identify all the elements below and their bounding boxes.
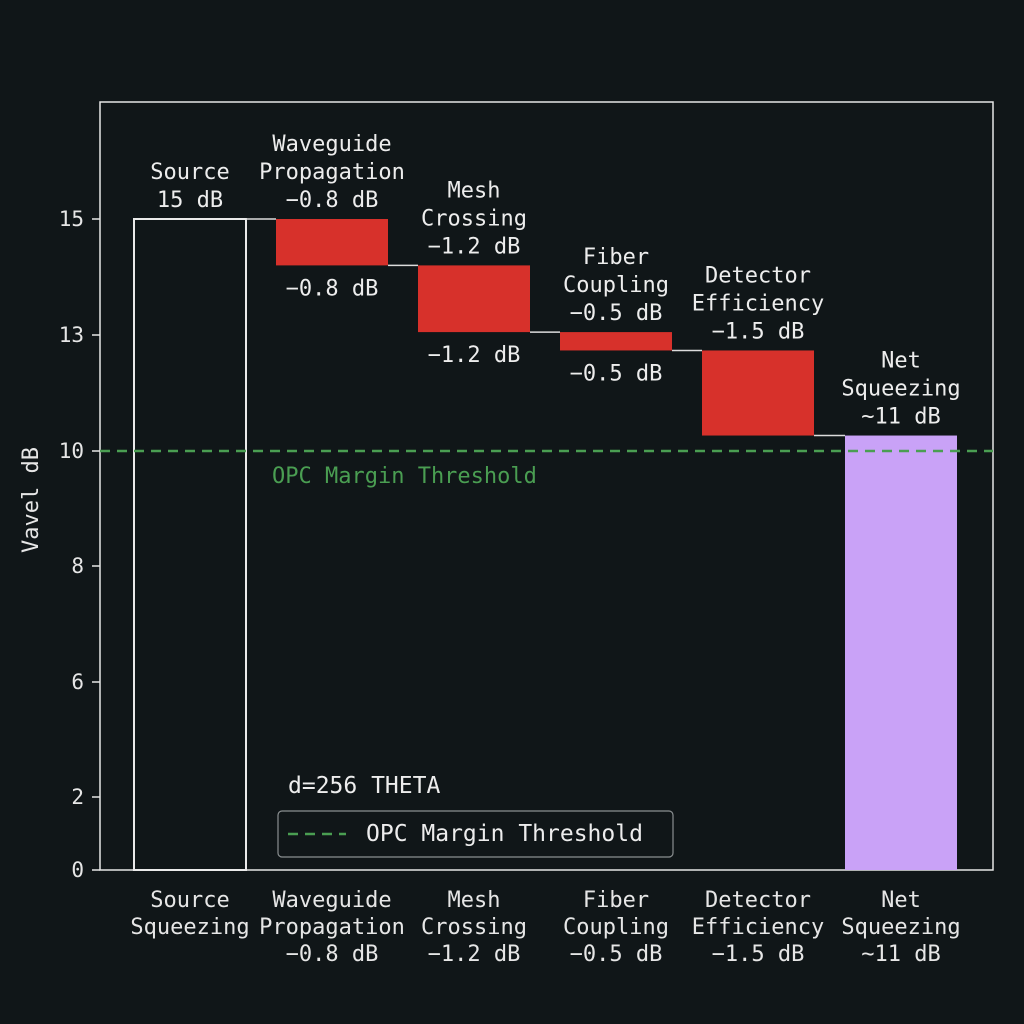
- x-category-label: Efficiency: [692, 915, 824, 940]
- bar-top-label: Coupling: [563, 273, 669, 298]
- x-category-label: Source: [150, 888, 229, 913]
- legend-entry-threshold: OPC Margin Threshold: [366, 821, 643, 847]
- bar-loss: [418, 265, 530, 333]
- bar-top-label: Net: [881, 349, 921, 374]
- y-tick-label: 10: [59, 439, 84, 463]
- bar-top-label: −1.5 dB: [712, 319, 805, 344]
- bar-top-label: Source: [150, 160, 229, 185]
- legend-box: [277, 810, 674, 858]
- bars: [133, 218, 957, 871]
- threshold: OPC Margin Threshold: [100, 449, 993, 489]
- x-category-label: Mesh: [448, 888, 501, 913]
- x-category-label: −0.8 dB: [286, 942, 379, 967]
- x-category-label: Detector: [705, 888, 811, 913]
- x-category-label: Coupling: [563, 915, 669, 940]
- bar-net-squeezing: [845, 435, 957, 870]
- chart-annotation: d=256 THETA: [288, 773, 440, 799]
- bar-top-label: −1.2 dB: [428, 234, 521, 259]
- x-category-label: Crossing: [421, 915, 527, 940]
- y-axis: 0 2 6 8 10 13 15: [59, 207, 100, 882]
- y-axis-title: Vavel dB: [19, 447, 44, 553]
- x-category-label: Fiber: [583, 888, 649, 913]
- y-tick-label: 13: [59, 323, 84, 347]
- bar-top-label: Propagation: [259, 160, 405, 185]
- y-tick-label: 8: [71, 554, 84, 578]
- x-category-label: −1.2 dB: [428, 942, 521, 967]
- x-category-label: Squeezing: [130, 915, 249, 940]
- y-tick-label: 0: [71, 858, 84, 882]
- bar-top-label: Mesh: [448, 178, 501, 203]
- x-category-label: Propagation: [259, 915, 405, 940]
- bar-loss: [560, 332, 672, 351]
- bar-top-label: Detector: [705, 263, 811, 288]
- x-category-label: −0.5 dB: [570, 942, 663, 967]
- bar-top-label: −0.8 dB: [286, 188, 379, 213]
- legend: OPC Margin Threshold: [277, 810, 674, 858]
- y-tick-label: 15: [59, 207, 84, 231]
- bar-delta-label: −0.8 dB: [286, 276, 379, 301]
- y-tick-label: 6: [71, 670, 84, 694]
- x-category-label: Squeezing: [841, 915, 960, 940]
- bar-top-label: −0.5 dB: [570, 301, 663, 326]
- y-tick-label: 2: [71, 785, 84, 809]
- bar-top-label: Fiber: [583, 245, 649, 270]
- plot-frame: [99, 101, 994, 871]
- x-category-label: −1.5 dB: [712, 942, 805, 967]
- bar-top-label: Squeezing: [841, 377, 960, 402]
- bar-labels: Source 15 dB Waveguide Propagation −0.8 dB −0…: [150, 132, 960, 430]
- bar-source-squeezing: [133, 218, 247, 871]
- bar-top-label: ~11 dB: [861, 405, 940, 430]
- x-category-label: Net: [881, 888, 921, 913]
- bar-top-label: 15 dB: [157, 188, 223, 213]
- bar-top-label: Crossing: [421, 206, 527, 231]
- bar-delta-label: −1.2 dB: [428, 343, 521, 368]
- x-category-label: ~11 dB: [861, 942, 940, 967]
- bar-delta-label: −0.5 dB: [570, 361, 663, 386]
- bar-top-label: Efficiency: [692, 291, 824, 316]
- bar-loss: [276, 219, 388, 266]
- bar-top-label: Waveguide: [272, 132, 391, 157]
- x-category-label: Waveguide: [272, 888, 391, 913]
- bar-loss: [702, 350, 814, 436]
- threshold-label: OPC Margin Threshold: [272, 464, 537, 489]
- x-axis-categories: SourceSqueezingWaveguidePropagation−0.8 …: [130, 888, 960, 967]
